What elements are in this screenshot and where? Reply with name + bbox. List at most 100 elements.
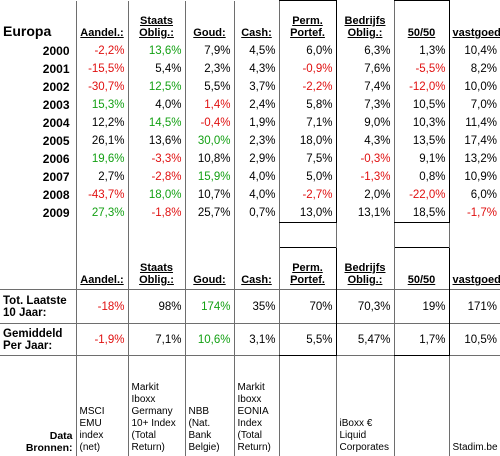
cell-fifty: 10,3% (394, 114, 449, 132)
column-header-bedrijfs: Bedrijfs Oblig.: (336, 1, 394, 43)
cell-vastgoed: 10,0% (449, 78, 500, 96)
cell-aandel: 26,1% (76, 132, 128, 150)
column-header-goud: Goud: (185, 248, 234, 290)
cell-cash: 0,7% (234, 204, 279, 223)
cell-perm: 18,0% (279, 132, 336, 150)
cell-fifty: -5,5% (394, 60, 449, 78)
separator-cell (76, 223, 128, 248)
cell-bedrijfs: 9,0% (336, 114, 394, 132)
cell-fifty: 0,8% (394, 168, 449, 186)
cell-goud: 2,3% (185, 60, 234, 78)
cell-staats: 14,5% (128, 114, 185, 132)
column-header-staats: Staats Oblig.: (128, 248, 185, 290)
cell-vastgoed: 13,2% (449, 150, 500, 168)
cell-bedrijfs: 2,0% (336, 186, 394, 204)
summary-cell-vastgoed: 171% (449, 290, 500, 324)
summary-cell-aandel: -1,9% (76, 324, 128, 356)
cell-staats: 13,6% (128, 132, 185, 150)
cell-vastgoed: 6,0% (449, 186, 500, 204)
cell-perm: -0,9% (279, 60, 336, 78)
cell-cash: 2,4% (234, 96, 279, 114)
column-header-label: Aandel.: (80, 274, 123, 286)
column-header-aandel: Aandel.: (76, 248, 128, 290)
sources-label: Data Bronnen: (0, 356, 76, 456)
cell-cash: 2,9% (234, 150, 279, 168)
cell-bedrijfs: -1,3% (336, 168, 394, 186)
cell-perm: -2,7% (279, 186, 336, 204)
column-header-fifty: 50/50 (394, 248, 449, 290)
cell-fifty: -12,0% (394, 78, 449, 96)
column-header-goud: Goud: (185, 1, 234, 43)
cell-fifty: 13,5% (394, 132, 449, 150)
cell-staats: 4,0% (128, 96, 185, 114)
cell-vastgoed: 10,4% (449, 42, 500, 60)
column-header-label: Bedrijfs Oblig.: (345, 262, 386, 286)
cell-aandel: -30,7% (76, 78, 128, 96)
cell-aandel: -2,2% (76, 42, 128, 60)
column-header-bedrijfs: Bedrijfs Oblig.: (336, 248, 394, 290)
cell-cash: 4,0% (234, 168, 279, 186)
cell-perm: -2,2% (279, 78, 336, 96)
summary-cell-staats: 7,1% (128, 324, 185, 356)
cell-goud: 7,9% (185, 42, 234, 60)
year-cell: 2007 (0, 168, 76, 186)
cell-aandel: 2,7% (76, 168, 128, 186)
summary-cell-vastgoed: 10,5% (449, 324, 500, 356)
cell-perm: 7,5% (279, 150, 336, 168)
cell-goud: 25,7% (185, 204, 234, 223)
sources-row: Data Bronnen:MSCI EMU index (net)Markit … (0, 356, 500, 456)
summary-row: Gemiddeld Per Jaar:-1,9%7,1%10,6%3,1%5,5… (0, 324, 500, 356)
cell-aandel: -43,7% (76, 186, 128, 204)
cell-cash: 4,5% (234, 42, 279, 60)
cell-fifty: 18,5% (394, 204, 449, 223)
cell-staats: 12,5% (128, 78, 185, 96)
column-header-cash: Cash: (234, 1, 279, 43)
summary-cell-fifty: 19% (394, 290, 449, 324)
cell-vastgoed: 7,0% (449, 96, 500, 114)
summary-label: Tot. Laatste 10 Jaar: (0, 290, 76, 324)
column-header-label: vastgoed (453, 274, 500, 286)
summary-cell-goud: 174% (185, 290, 234, 324)
table-row: 2001-15,5%5,4%2,3%4,3%-0,9%7,6%-5,5%8,2% (0, 60, 500, 78)
cell-vastgoed: 11,4% (449, 114, 500, 132)
source-cell-staats: Markit Iboxx Germany 10+ Index (Total Re… (128, 356, 185, 456)
cell-fifty: 9,1% (394, 150, 449, 168)
column-header-staats: Staats Oblig.: (128, 1, 185, 43)
cell-bedrijfs: 6,3% (336, 42, 394, 60)
cell-aandel: 12,2% (76, 114, 128, 132)
separator-cell (394, 223, 449, 248)
source-cell-fifty (394, 356, 449, 456)
year-cell: 2008 (0, 186, 76, 204)
summary-cell-cash: 35% (234, 290, 279, 324)
summary-cell-perm: 70% (279, 290, 336, 324)
cell-staats: 5,4% (128, 60, 185, 78)
cell-bedrijfs: -0,3% (336, 150, 394, 168)
cell-cash: 4,3% (234, 60, 279, 78)
cell-aandel: 19,6% (76, 150, 128, 168)
summary-cell-cash: 3,1% (234, 324, 279, 356)
table-title: Europa (0, 1, 76, 43)
year-cell: 2005 (0, 132, 76, 150)
summary-label: Gemiddeld Per Jaar: (0, 324, 76, 356)
cell-goud: 15,9% (185, 168, 234, 186)
summary-cell-staats: 98% (128, 290, 185, 324)
summary-row: Tot. Laatste 10 Jaar:-18%98%174%35%70%70… (0, 290, 500, 324)
column-header-label: Cash: (241, 274, 272, 286)
cell-goud: 10,8% (185, 150, 234, 168)
column-header-label: Aandel.: (80, 27, 123, 39)
year-cell: 2006 (0, 150, 76, 168)
cell-perm: 6,0% (279, 42, 336, 60)
column-header-label: Staats Oblig.: (139, 262, 174, 286)
separator-cell (449, 223, 500, 248)
source-cell-goud: NBB (Nat. Bank Belgie) (185, 356, 234, 456)
cell-goud: -0,4% (185, 114, 234, 132)
separator-cell (185, 223, 234, 248)
cell-bedrijfs: 7,4% (336, 78, 394, 96)
separator-cell (234, 223, 279, 248)
cell-aandel: 15,3% (76, 96, 128, 114)
